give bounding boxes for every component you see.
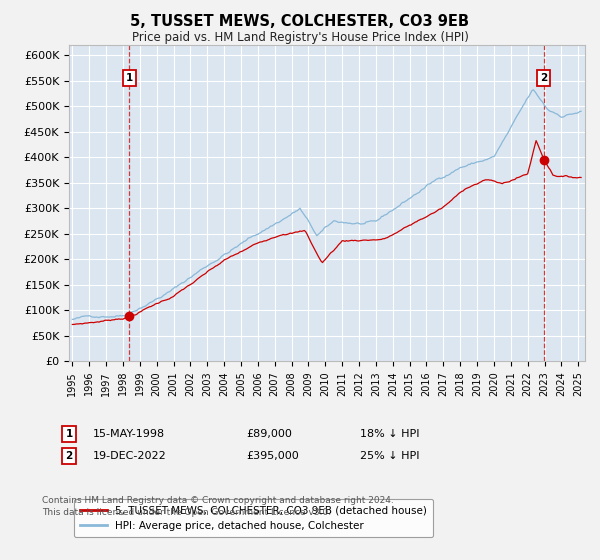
Text: Contains HM Land Registry data © Crown copyright and database right 2024.
This d: Contains HM Land Registry data © Crown c…	[42, 496, 394, 517]
Text: 5, TUSSET MEWS, COLCHESTER, CO3 9EB: 5, TUSSET MEWS, COLCHESTER, CO3 9EB	[131, 14, 470, 29]
Text: 1: 1	[65, 429, 73, 439]
Text: 2: 2	[65, 451, 73, 461]
Text: 18% ↓ HPI: 18% ↓ HPI	[360, 429, 419, 439]
Text: 25% ↓ HPI: 25% ↓ HPI	[360, 451, 419, 461]
Text: 2: 2	[540, 73, 547, 83]
Text: 19-DEC-2022: 19-DEC-2022	[93, 451, 167, 461]
Text: Price paid vs. HM Land Registry's House Price Index (HPI): Price paid vs. HM Land Registry's House …	[131, 31, 469, 44]
Legend: 5, TUSSET MEWS, COLCHESTER, CO3 9EB (detached house), HPI: Average price, detach: 5, TUSSET MEWS, COLCHESTER, CO3 9EB (det…	[74, 500, 433, 537]
Text: £89,000: £89,000	[246, 429, 292, 439]
Text: 15-MAY-1998: 15-MAY-1998	[93, 429, 165, 439]
Text: £395,000: £395,000	[246, 451, 299, 461]
Text: 1: 1	[126, 73, 133, 83]
